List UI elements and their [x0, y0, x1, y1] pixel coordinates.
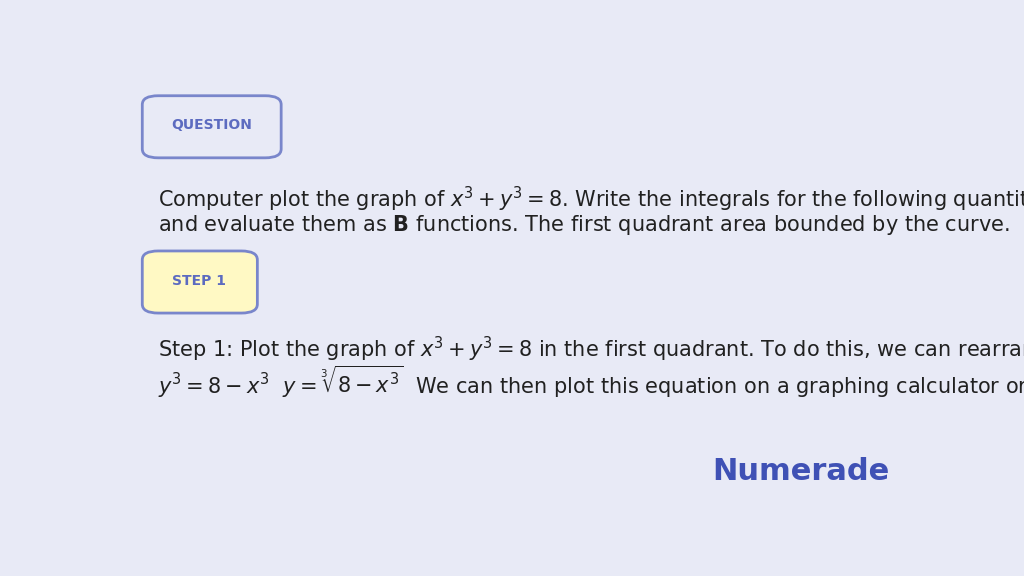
Text: and evaluate them as $\mathbf{B}$ functions. The first quadrant area bounded by : and evaluate them as $\mathbf{B}$ functi…	[158, 213, 1010, 237]
FancyBboxPatch shape	[142, 251, 257, 313]
Text: Step 1: Plot the graph of $x^3 + y^3 = 8$ in the first quadrant. To do this, we : Step 1: Plot the graph of $x^3 + y^3 = 8…	[158, 335, 1024, 365]
Text: Numerade: Numerade	[713, 457, 890, 486]
Text: Computer plot the graph of $x^3 + y^3 = 8$. Write the integrals for the followin: Computer plot the graph of $x^3 + y^3 = …	[158, 184, 1024, 214]
Text: QUESTION: QUESTION	[171, 119, 252, 132]
Text: $y^3 = 8 - x^3$  $y = \sqrt[3]{8 - x^3}$  We can then plot this equation on a gr: $y^3 = 8 - x^3$ $y = \sqrt[3]{8 - x^3}$ …	[158, 364, 1024, 400]
Text: STEP 1: STEP 1	[172, 274, 226, 287]
FancyBboxPatch shape	[142, 96, 282, 158]
